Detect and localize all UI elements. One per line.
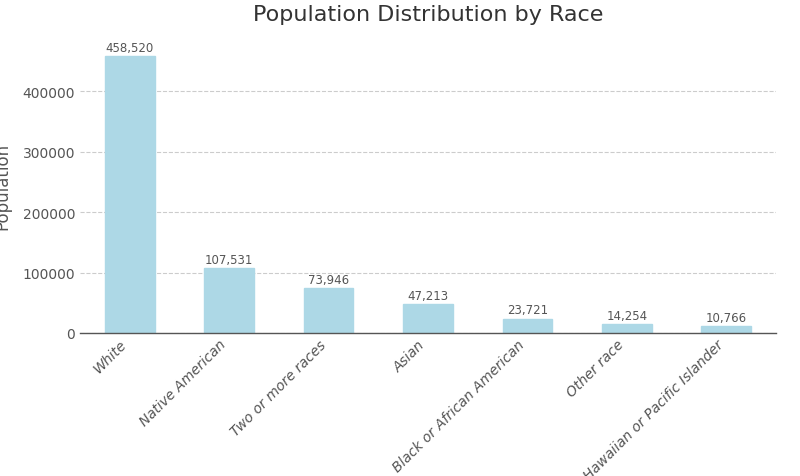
Bar bbox=[502, 319, 552, 333]
Bar bbox=[204, 268, 254, 333]
Text: 107,531: 107,531 bbox=[205, 253, 254, 267]
Text: 458,520: 458,520 bbox=[106, 42, 154, 55]
Y-axis label: Population: Population bbox=[0, 142, 11, 229]
Bar bbox=[304, 288, 354, 333]
Bar bbox=[105, 57, 154, 333]
Text: 10,766: 10,766 bbox=[706, 312, 747, 325]
Bar bbox=[702, 327, 751, 333]
Text: 47,213: 47,213 bbox=[407, 290, 449, 303]
Bar bbox=[403, 305, 453, 333]
Bar bbox=[602, 325, 652, 333]
Text: 14,254: 14,254 bbox=[606, 309, 647, 323]
Text: 23,721: 23,721 bbox=[507, 304, 548, 317]
Text: 73,946: 73,946 bbox=[308, 274, 349, 287]
Title: Population Distribution by Race: Population Distribution by Race bbox=[253, 6, 603, 25]
